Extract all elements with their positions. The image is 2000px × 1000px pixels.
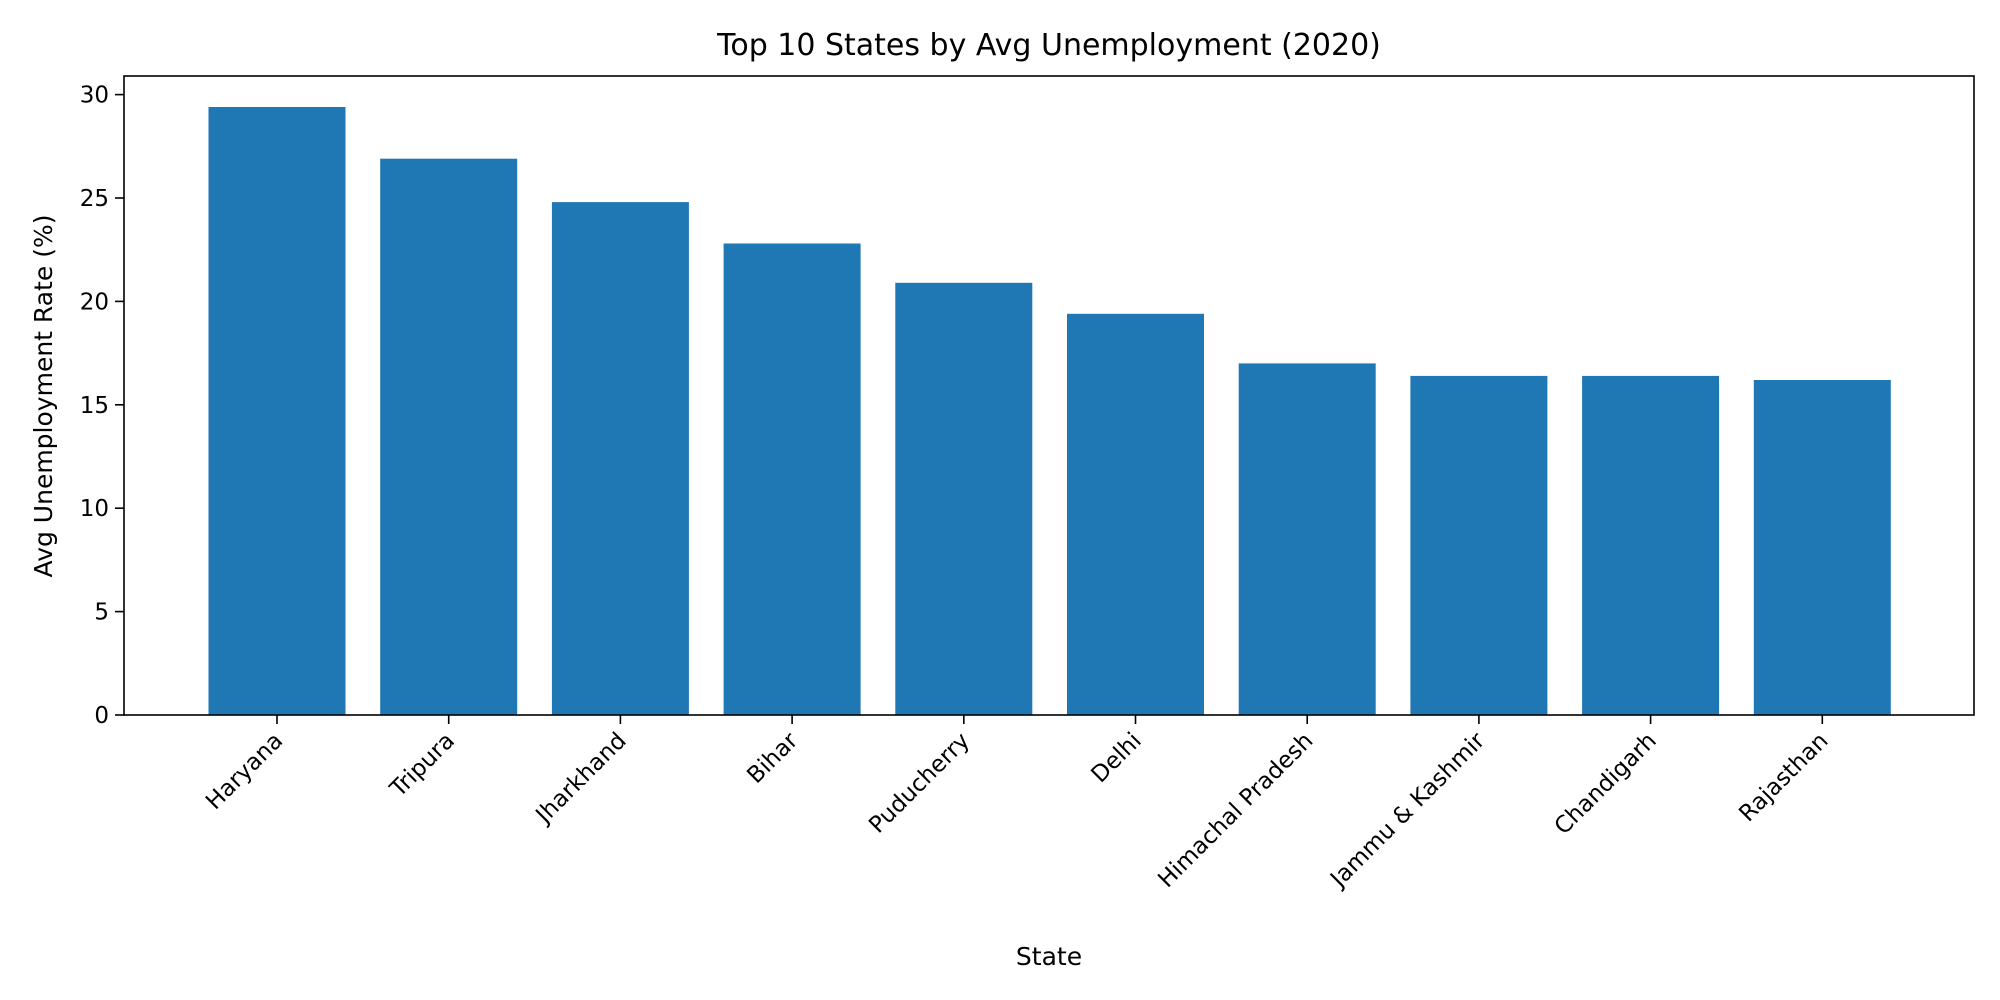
x-axis-label: State <box>1016 942 1082 971</box>
x-tick-label: Tripura <box>385 728 460 803</box>
y-tick-label: 25 <box>80 186 109 212</box>
y-axis: 0 5 10 15 20 25 30 <box>80 83 124 729</box>
bars-group <box>208 107 1891 716</box>
y-tick-label: 20 <box>80 289 109 315</box>
y-axis-label: Avg Unemployment Rate (%) <box>29 215 58 578</box>
y-tick-label: 0 <box>94 703 109 729</box>
chart-title: Top 10 States by Avg Unemployment (2020) <box>716 28 1381 63</box>
x-tick-label: Delhi <box>1086 728 1146 788</box>
x-tick-label: Himachal Pradesh <box>1153 728 1318 893</box>
x-tick-label: Bihar <box>742 727 803 788</box>
bar <box>895 282 1033 715</box>
bar <box>208 107 346 715</box>
bar <box>1067 313 1204 715</box>
y-tick-label: 30 <box>80 83 109 109</box>
y-tick-label: 5 <box>94 600 109 626</box>
x-tick-label: Jharkhand <box>530 728 632 830</box>
x-axis: Haryana Tripura Jharkhand Bihar Puducherry De… <box>201 715 1834 894</box>
x-tick-label: Rajasthan <box>1734 728 1833 827</box>
bar <box>1582 375 1720 715</box>
x-tick-label: Chandigarh <box>1550 728 1662 840</box>
x-tick-label: Jammu & Kashmir <box>1324 727 1490 893</box>
bar <box>380 158 518 715</box>
y-tick-label: 10 <box>80 496 109 522</box>
bar <box>723 243 861 715</box>
bar <box>1410 375 1548 715</box>
bar <box>1238 363 1376 715</box>
x-tick-label: Haryana <box>201 728 288 815</box>
bar <box>551 202 689 716</box>
y-tick-label: 15 <box>80 393 109 419</box>
plot-frame <box>123 75 1975 716</box>
bar <box>1753 380 1891 715</box>
x-tick-label: Puducherry <box>864 728 975 839</box>
